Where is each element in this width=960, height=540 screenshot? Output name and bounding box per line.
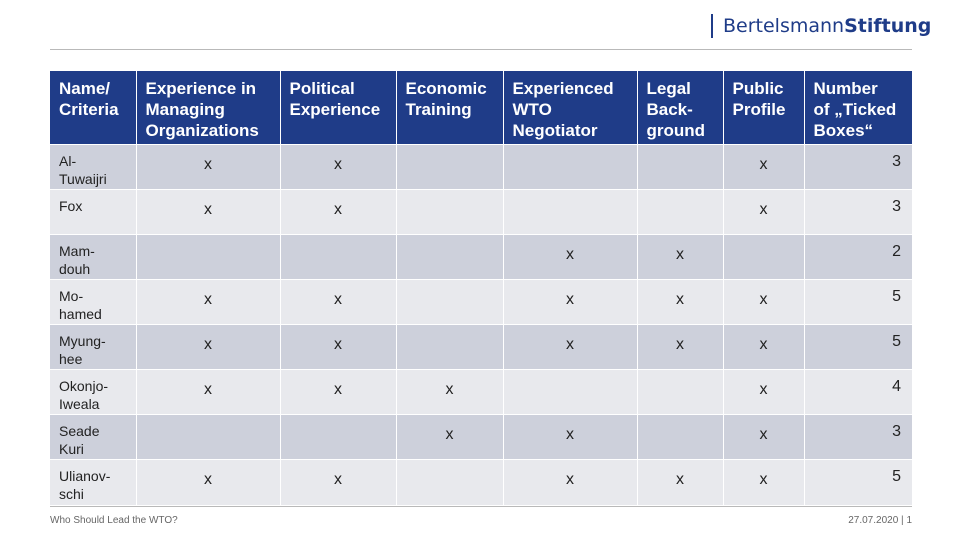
footer-page-number: 1 xyxy=(906,515,912,526)
column-header: Political Experience xyxy=(279,71,397,145)
table-row: Mo- hamed x x x x x 5 xyxy=(50,279,912,325)
table-row: Seade Kuri x x x 3 xyxy=(50,414,912,460)
criteria-mark-cell: x xyxy=(722,459,805,505)
criteria-mark-cell xyxy=(395,324,504,370)
criteria-mark-cell: x xyxy=(395,369,504,415)
criteria-mark-cell: x xyxy=(722,414,805,460)
ticked-boxes-count-cell: 3 xyxy=(803,414,912,460)
criteria-mark-cell: x xyxy=(135,369,281,415)
table-header-row: Name/ Criteria Experience in Managing Org… xyxy=(50,71,912,145)
criteria-mark-cell xyxy=(502,369,638,415)
table-row: Okonjo- Iweala x x x x 4 xyxy=(50,369,912,415)
criteria-mark-cell xyxy=(636,414,724,460)
table-row: Fox x x x 3 xyxy=(50,189,912,235)
criteria-mark-cell xyxy=(395,189,504,235)
footer-presentation-title: Who Should Lead the WTO? xyxy=(50,515,178,526)
table-row: Mam- douh x x 2 xyxy=(50,234,912,280)
candidate-criteria-table: Name/ Criteria Experience in Managing Org… xyxy=(50,71,912,505)
column-header: Public Profile xyxy=(722,71,805,145)
criteria-mark-cell xyxy=(636,144,724,190)
ticked-boxes-count-cell: 5 xyxy=(803,459,912,505)
criteria-mark-cell: x xyxy=(502,234,638,280)
candidate-name-cell: Ulianov- schi xyxy=(50,459,137,505)
column-header: Economic Training xyxy=(395,71,504,145)
criteria-mark-cell: x xyxy=(135,189,281,235)
criteria-mark-cell xyxy=(502,189,638,235)
criteria-mark-cell: x xyxy=(135,144,281,190)
criteria-mark-cell: x xyxy=(395,414,504,460)
criteria-mark-cell: x xyxy=(135,324,281,370)
criteria-mark-cell: x xyxy=(279,459,397,505)
criteria-mark-cell xyxy=(279,234,397,280)
table-row: Ulianov- schi x x x x x 5 xyxy=(50,459,912,505)
ticked-boxes-count-cell: 2 xyxy=(803,234,912,280)
criteria-mark-cell: x xyxy=(722,279,805,325)
criteria-mark-cell: x xyxy=(722,189,805,235)
table-row: Al- Tuwaijri x x x 3 xyxy=(50,144,912,190)
candidate-name-cell: Mam- douh xyxy=(50,234,137,280)
criteria-mark-cell xyxy=(395,144,504,190)
criteria-mark-cell: x xyxy=(135,279,281,325)
criteria-mark-cell: x xyxy=(722,144,805,190)
criteria-mark-cell: x xyxy=(636,324,724,370)
ticked-boxes-count-cell: 3 xyxy=(803,189,912,235)
column-header: Experienced WTO Negotiator xyxy=(502,71,638,145)
table-row: Myung- hee x x x x x 5 xyxy=(50,324,912,370)
table-body: Al- Tuwaijri x x x 3 Fox x x x 3 Mam- douh x x 2 Mo- h… xyxy=(50,144,912,505)
criteria-mark-cell xyxy=(722,234,805,280)
column-header: Name/ Criteria xyxy=(50,71,137,145)
column-header: Number of „Ticked Boxes“ xyxy=(803,71,912,145)
criteria-mark-cell xyxy=(636,369,724,415)
candidate-name-cell: Mo- hamed xyxy=(50,279,137,325)
footer-meta: 27.07.2020 | 1 xyxy=(848,515,912,526)
logo-text-regular: Bertelsmann xyxy=(723,15,845,37)
criteria-mark-cell: x xyxy=(722,324,805,370)
criteria-mark-cell: x xyxy=(636,234,724,280)
column-header: Experience in Managing Organizations xyxy=(135,71,281,145)
criteria-mark-cell: x xyxy=(502,459,638,505)
criteria-mark-cell xyxy=(279,414,397,460)
criteria-mark-cell xyxy=(135,234,281,280)
criteria-mark-cell: x xyxy=(279,144,397,190)
candidate-name-cell: Fox xyxy=(50,189,137,235)
candidate-name-cell: Seade Kuri xyxy=(50,414,137,460)
criteria-mark-cell: x xyxy=(279,369,397,415)
criteria-mark-cell: x xyxy=(636,459,724,505)
criteria-mark-cell xyxy=(636,189,724,235)
footer-date: 27.07.2020 xyxy=(848,515,899,526)
criteria-mark-cell: x xyxy=(502,279,638,325)
logo-text-bold: Stiftung xyxy=(844,15,932,37)
bertelsmann-stiftung-logo: Bertelsmann Stiftung xyxy=(711,14,931,38)
ticked-boxes-count-cell: 4 xyxy=(803,369,912,415)
candidate-name-cell: Okonjo- Iweala xyxy=(50,369,137,415)
footer-separator: | xyxy=(901,515,904,526)
ticked-boxes-count-cell: 3 xyxy=(803,144,912,190)
ticked-boxes-count-cell: 5 xyxy=(803,324,912,370)
criteria-mark-cell: x xyxy=(502,414,638,460)
criteria-mark-cell xyxy=(395,279,504,325)
candidate-name-cell: Al- Tuwaijri xyxy=(50,144,137,190)
criteria-mark-cell xyxy=(395,459,504,505)
criteria-mark-cell: x xyxy=(722,369,805,415)
criteria-mark-cell xyxy=(395,234,504,280)
ticked-boxes-count-cell: 5 xyxy=(803,279,912,325)
column-header: Legal Back- ground xyxy=(636,71,724,145)
criteria-mark-cell: x xyxy=(279,324,397,370)
criteria-mark-cell: x xyxy=(279,189,397,235)
footer-divider xyxy=(50,506,912,507)
header-divider xyxy=(50,49,912,50)
candidate-name-cell: Myung- hee xyxy=(50,324,137,370)
criteria-mark-cell: x xyxy=(279,279,397,325)
criteria-mark-cell: x xyxy=(502,324,638,370)
criteria-mark-cell: x xyxy=(636,279,724,325)
criteria-mark-cell xyxy=(135,414,281,460)
criteria-mark-cell xyxy=(502,144,638,190)
criteria-mark-cell: x xyxy=(135,459,281,505)
